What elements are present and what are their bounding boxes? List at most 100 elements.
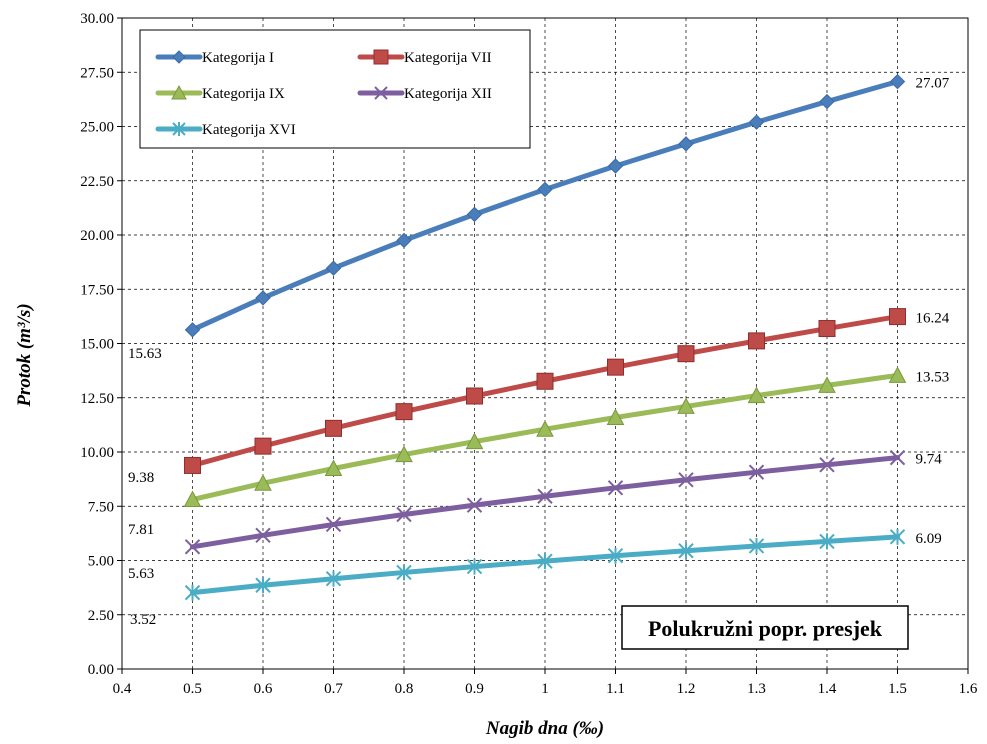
data-point [466,387,483,405]
y-tick-label: 25.00 [80,120,114,136]
legend-label: Kategorija I [202,50,274,66]
legend-label: Kategorija XII [404,86,492,102]
legend-item: Kategorija XVI [155,122,296,138]
data-point [184,539,201,555]
data-point [819,457,835,473]
data-point [537,488,553,504]
data-point [748,464,765,480]
data-point [396,506,412,523]
y-tick-label: 2.50 [88,608,114,624]
y-tick-label: 30.00 [80,11,114,27]
x-tick-label: 1.5 [888,681,907,697]
data-point [537,181,553,198]
series-kategorija-xii [184,449,906,555]
data-point [395,445,413,463]
data-point [373,49,389,65]
data-point [747,386,766,404]
data-point [536,420,554,437]
data-point [819,533,835,550]
x-tick-label: 0.6 [254,681,273,697]
data-point [171,84,187,100]
x-tick-label: 0.4 [113,681,132,697]
data-point [607,158,624,174]
data-point [678,472,694,488]
legend-item: Kategorija VII [357,49,492,66]
legend-label: Kategorija IX [202,86,285,102]
data-point [889,73,906,90]
legend-label: Kategorija XVI [202,122,296,138]
data-point [607,480,624,496]
x-tick-label: 0.5 [183,681,202,697]
data-point [184,322,201,338]
data-point [465,432,484,450]
y-tick-label: 5.00 [88,554,114,570]
x-tick-label: 1.1 [606,681,625,697]
data-point [183,490,202,508]
series-kategorija-i [184,73,906,338]
legend-item: Kategorija IX [155,84,285,102]
legend-item: Kategorija XII [357,86,492,102]
data-point [255,290,271,306]
legend-item: Kategorija I [155,50,274,66]
x-axis-title: Nagib dna (‰) [485,718,604,739]
data-point [255,577,271,594]
data-point [678,542,694,559]
data-point [374,86,388,100]
data-point [536,372,554,390]
data-point [396,564,412,581]
y-tick-label: 7.50 [88,499,114,515]
data-point [888,366,907,383]
legend-box [139,29,531,149]
end-value-label: 27.07 [916,76,950,92]
series-group [183,73,907,601]
x-tick-label: 0.7 [324,681,343,697]
data-point [254,437,272,455]
data-point [748,332,765,350]
data-point [396,232,412,249]
x-tick-label: 1.2 [677,681,696,697]
data-point [677,345,695,363]
data-point [325,570,342,587]
annotation: Polukružni popr. presjek [621,605,909,650]
y-tick-label: 20.00 [80,228,114,244]
data-point [889,528,906,545]
axis-ticks: 0.00 2.50 5.00 7.50 10.00 12.50 15.00 17.50 20.0… [80,11,978,697]
y-tick-label: 27.50 [80,65,114,81]
data-point [325,516,342,533]
data-point [607,358,624,376]
data-point [677,397,695,414]
data-labels: 27.07 15.63 16.24 9.38 13.53 7.81 9.74 5.63 6.09… [128,76,950,628]
data-point [172,122,186,136]
annotation-box [621,605,909,650]
start-value-label: 3.52 [130,612,156,628]
data-point [395,403,413,421]
end-value-label: 6.09 [916,531,942,547]
data-point [818,320,836,338]
data-point [184,584,201,601]
data-point [889,449,906,466]
y-tick-label: 22.50 [80,174,114,190]
y-tick-label: 15.00 [80,337,114,353]
data-point [537,553,553,570]
data-point [325,419,342,437]
legend-label: Kategorija VII [404,50,492,66]
grid [122,18,968,669]
data-point [748,537,765,554]
data-point [819,93,835,110]
end-value-label: 16.24 [916,311,950,327]
start-value-label: 15.63 [128,346,162,362]
data-point [889,308,906,326]
data-point [324,459,343,476]
data-point [466,206,483,223]
data-point [607,547,624,564]
x-tick-label: 1.4 [818,681,837,697]
y-tick-label: 12.50 [80,391,114,407]
y-axis-title: Protok (m³/s) [14,303,35,407]
data-point [466,497,483,513]
series-kategorija-ix [183,366,907,508]
data-point [818,376,836,393]
y-tick-label: 0.00 [88,662,114,678]
data-point [678,136,694,152]
